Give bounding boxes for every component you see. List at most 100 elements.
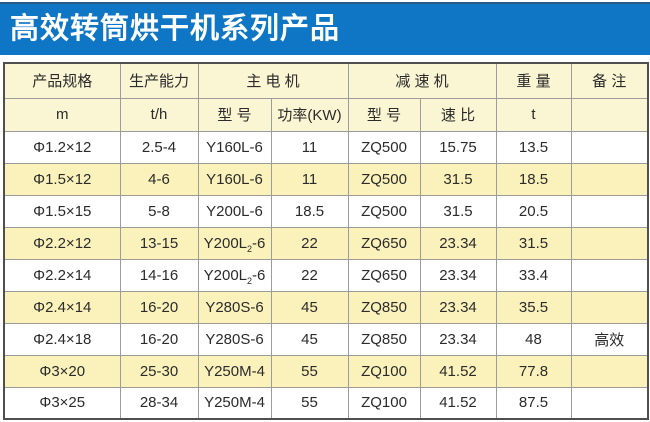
cell-reducer-model: ZQ850 xyxy=(347,290,421,324)
cell-weight: 33.4 xyxy=(495,258,572,292)
cell-reducer-ratio: 23.34 xyxy=(419,258,497,292)
cell-spec: Φ3×20 xyxy=(3,354,121,388)
cell-remark xyxy=(570,290,649,324)
table-body: Φ1.2×12 2.5-4 Y160L-6 11 ZQ500 15.75 13.5 Φ1.5×… xyxy=(3,130,649,420)
cell-remark xyxy=(570,354,649,388)
cell-reducer-ratio: 23.34 xyxy=(419,322,497,356)
header-reducer-model: 型 号 xyxy=(347,97,421,132)
spec-table-wrapper: 产品规格 生产能力主 电 机减 速 机重 量备 注 m t/h 型 号功率(KW) 型 … xyxy=(3,62,649,420)
cell-weight: 18.5 xyxy=(495,162,572,196)
cell-spec: Φ2.4×14 xyxy=(3,290,121,324)
cell-motor-power: 22 xyxy=(270,258,349,292)
cell-motor-power: 45 xyxy=(270,322,349,356)
cell-capacity: 2.5-4 xyxy=(119,130,199,164)
title-banner: 高效转筒烘干机系列产品 xyxy=(0,2,650,55)
table-row: Φ3×20 25-30 Y250M-4 55 ZQ100 41.52 77.8 xyxy=(3,354,649,388)
table-row: Φ1.5×15 5-8 Y200L-6 18.5 ZQ500 31.5 20.5 xyxy=(3,194,649,228)
cell-reducer-model: ZQ500 xyxy=(347,194,421,228)
cell-spec: Φ1.2×12 xyxy=(3,130,121,164)
cell-remark xyxy=(570,194,649,228)
cell-motor-model: Y200L2-6 xyxy=(197,226,272,260)
cell-weight: 13.5 xyxy=(495,130,572,164)
cell-weight: 48 xyxy=(495,322,572,356)
cell-capacity: 16-20 xyxy=(119,290,199,324)
cell-reducer-ratio: 41.52 xyxy=(419,386,497,420)
cell-remark xyxy=(570,226,649,260)
header-weight: t xyxy=(495,97,572,132)
cell-weight: 35.5 xyxy=(495,290,572,324)
cell-reducer-model: ZQ500 xyxy=(347,162,421,196)
cell-remark xyxy=(570,130,649,164)
cell-motor-power: 18.5 xyxy=(270,194,349,228)
cell-remark: 高效 xyxy=(570,322,649,356)
cell-remark xyxy=(570,162,649,196)
cell-remark xyxy=(570,386,649,420)
header-group-0: 产品规格 xyxy=(3,62,121,99)
cell-motor-model: Y200L2-6 xyxy=(197,258,272,292)
cell-capacity: 14-16 xyxy=(119,258,199,292)
cell-spec: Φ2.2×12 xyxy=(3,226,121,260)
cell-spec: Φ1.5×15 xyxy=(3,194,121,228)
cell-capacity: 16-20 xyxy=(119,322,199,356)
cell-capacity: 28-34 xyxy=(119,386,199,420)
cell-spec: Φ2.2×14 xyxy=(3,258,121,292)
table-row: Φ1.2×12 2.5-4 Y160L-6 11 ZQ500 15.75 13.5 xyxy=(3,130,649,164)
cell-motor-power: 11 xyxy=(270,130,349,164)
cell-reducer-model: ZQ100 xyxy=(347,386,421,420)
header-spec: m xyxy=(3,97,121,132)
cell-reducer-ratio: 31.5 xyxy=(419,194,497,228)
cell-spec: Φ3×25 xyxy=(3,386,121,420)
header-motor-model: 型 号 xyxy=(197,97,272,132)
cell-remark xyxy=(570,258,649,292)
cell-reducer-ratio: 31.5 xyxy=(419,162,497,196)
table-row: Φ1.5×12 4-6 Y160L-6 11 ZQ500 31.5 18.5 xyxy=(3,162,649,196)
cell-reducer-model: ZQ100 xyxy=(347,354,421,388)
header-group-3: 减 速 机 xyxy=(347,62,497,99)
table-row: Φ3×25 28-34 Y250M-4 55 ZQ100 41.52 87.5 xyxy=(3,386,649,420)
cell-motor-power: 55 xyxy=(270,354,349,388)
cell-capacity: 5-8 xyxy=(119,194,199,228)
cell-motor-model: Y280S-6 xyxy=(197,322,272,356)
header-motor-power: 功率(KW) xyxy=(270,97,349,132)
cell-capacity: 13-15 xyxy=(119,226,199,260)
cell-reducer-model: ZQ850 xyxy=(347,322,421,356)
cell-weight: 87.5 xyxy=(495,386,572,420)
cell-motor-model: Y160L-6 xyxy=(197,162,272,196)
header-group-4: 重 量 xyxy=(495,62,572,99)
cell-weight: 20.5 xyxy=(495,194,572,228)
header-reducer-ratio: 速 比 xyxy=(419,97,497,132)
cell-motor-model: Y250M-4 xyxy=(197,354,272,388)
cell-weight: 31.5 xyxy=(495,226,572,260)
cell-motor-model: Y160L-6 xyxy=(197,130,272,164)
table-header: 产品规格 生产能力主 电 机减 速 机重 量备 注 m t/h 型 号功率(KW) 型 … xyxy=(3,62,649,132)
cell-motor-model: Y280S-6 xyxy=(197,290,272,324)
cell-spec: Φ1.5×12 xyxy=(3,162,121,196)
cell-reducer-model: ZQ650 xyxy=(347,258,421,292)
header-capacity: t/h xyxy=(119,97,199,132)
cell-reducer-ratio: 23.34 xyxy=(419,290,497,324)
cell-capacity: 25-30 xyxy=(119,354,199,388)
dryer-spec-table: 产品规格 生产能力主 电 机减 速 机重 量备 注 m t/h 型 号功率(KW) 型 … xyxy=(3,62,649,420)
header-group-2: 主 电 机 xyxy=(197,62,349,99)
cell-motor-model: Y250M-4 xyxy=(197,386,272,420)
cell-capacity: 4-6 xyxy=(119,162,199,196)
header-group-5: 备 注 xyxy=(570,62,649,99)
cell-reducer-ratio: 23.34 xyxy=(419,226,497,260)
cell-reducer-ratio: 15.75 xyxy=(419,130,497,164)
cell-motor-power: 11 xyxy=(270,162,349,196)
cell-motor-power: 45 xyxy=(270,290,349,324)
page-title: 高效转筒烘干机系列产品 xyxy=(10,13,341,45)
table-row: Φ2.4×14 16-20 Y280S-6 45 ZQ850 23.34 35.5 xyxy=(3,290,649,324)
cell-motor-model: Y200L-6 xyxy=(197,194,272,228)
cell-reducer-ratio: 41.52 xyxy=(419,354,497,388)
cell-reducer-model: ZQ650 xyxy=(347,226,421,260)
table-row: Φ2.4×18 16-20 Y280S-6 45 ZQ850 23.34 48 高效 xyxy=(3,322,649,356)
header-remark xyxy=(570,97,649,132)
cell-motor-power: 22 xyxy=(270,226,349,260)
table-row: Φ2.2×12 13-15 Y200L2-6 22 ZQ650 23.34 31.5 xyxy=(3,226,649,260)
cell-reducer-model: ZQ500 xyxy=(347,130,421,164)
cell-weight: 77.8 xyxy=(495,354,572,388)
cell-motor-power: 55 xyxy=(270,386,349,420)
header-row-group: 产品规格 生产能力主 电 机减 速 机重 量备 注 xyxy=(3,62,649,99)
